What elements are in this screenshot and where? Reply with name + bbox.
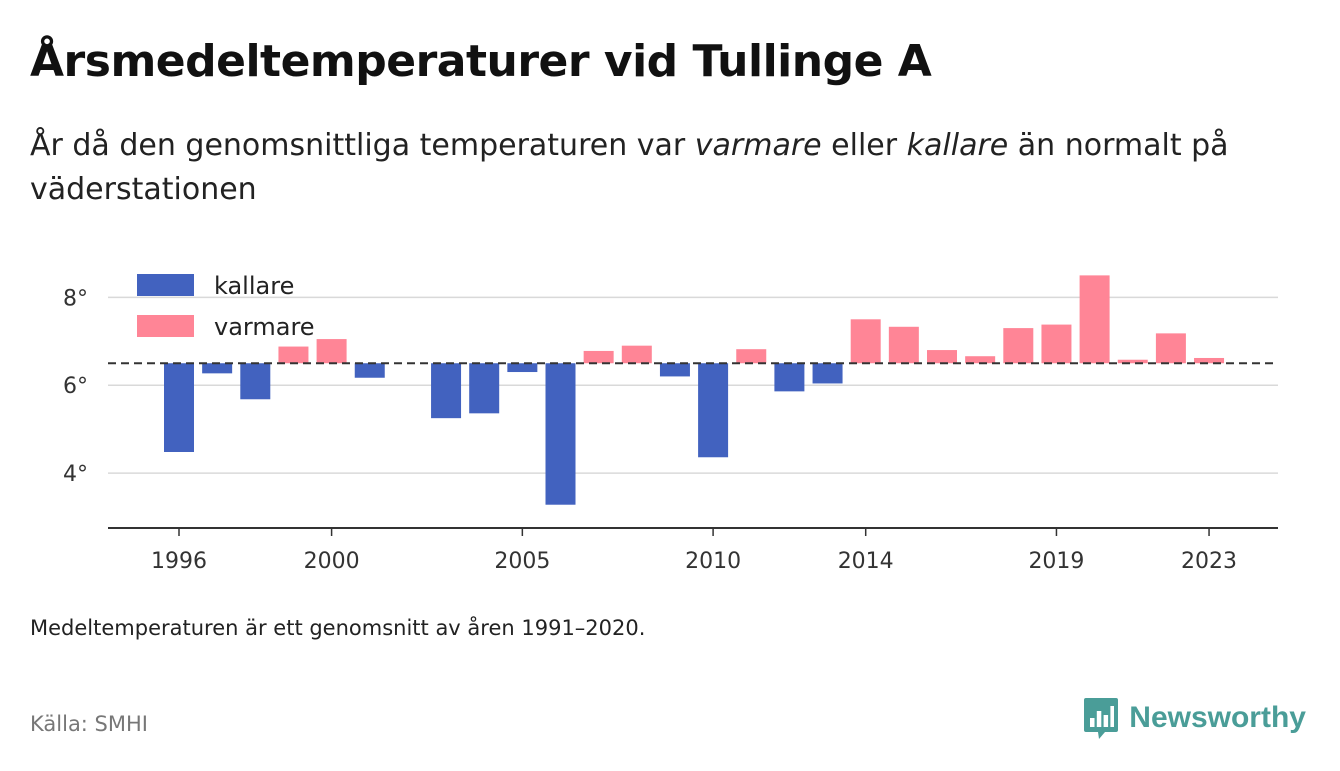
chart-note: Medeltemperaturen är ett genomsnitt av å…	[30, 616, 646, 640]
legend-label-varmare: varmare	[214, 313, 315, 341]
subtitle-part1: År då den genomsnittliga temperaturen va…	[30, 128, 695, 163]
bar-1997	[202, 363, 233, 374]
subtitle-cold-word: kallare	[906, 128, 1009, 163]
legend: kallare varmare	[137, 272, 315, 341]
chart-title: Årsmedeltemperaturer vid Tullinge A	[30, 36, 932, 87]
bar-2019	[1041, 324, 1072, 364]
bar-2020	[1079, 275, 1110, 364]
y-tick-label: 4°	[63, 462, 88, 487]
bar-2022	[1155, 333, 1186, 364]
legend-swatch-kallare	[137, 274, 194, 296]
bar-2017	[965, 356, 996, 364]
bar-2023	[1194, 357, 1225, 364]
bar-2009	[659, 363, 690, 377]
source-credit: Källa: SMHI	[30, 712, 148, 736]
bar-2011	[736, 349, 767, 364]
legend-label-kallare: kallare	[214, 272, 294, 300]
subtitle-part2: eller	[821, 128, 907, 163]
bar-2006	[545, 363, 576, 505]
bar-2008	[621, 345, 652, 364]
axes: 4° 6° 8° 1996 2000 2005 2010 2014 2019 2023	[63, 286, 1278, 574]
bar-1999	[278, 346, 309, 364]
x-tick-label: 2010	[685, 549, 741, 574]
legend-swatch-varmare	[137, 315, 194, 337]
bar-1998	[240, 363, 271, 400]
subtitle-warm-word: varmare	[694, 128, 822, 163]
bar-2003	[431, 363, 462, 419]
x-tick-label: 2019	[1028, 549, 1084, 574]
y-tick-label: 8°	[63, 286, 88, 311]
bar-2013	[812, 363, 843, 384]
bar-2010	[698, 363, 729, 458]
x-tick-label: 2000	[304, 549, 360, 574]
bar-1996	[164, 363, 194, 452]
bar-2004	[469, 363, 500, 414]
bar-2018	[1003, 328, 1034, 364]
chart-subtitle: År då den genomsnittliga temperaturen va…	[30, 124, 1310, 212]
x-tick-label: 2005	[494, 549, 550, 574]
bar-2016	[927, 350, 957, 364]
bar-2014	[850, 319, 881, 364]
x-tick-label: 2014	[838, 549, 894, 574]
y-tick-label: 6°	[63, 374, 88, 399]
bar-2005	[507, 363, 538, 373]
bar-2021	[1117, 359, 1148, 364]
bar-2007	[583, 350, 614, 364]
subtitle-part3: än normalt på väderstationen	[30, 128, 1229, 207]
x-tick-label: 1996	[151, 549, 207, 574]
bar-2000	[316, 339, 347, 364]
bar-chart-speech-bubble-icon	[1084, 698, 1119, 739]
brand-name: Newsworthy	[1129, 701, 1306, 734]
bar-2001	[354, 363, 385, 378]
bar-2012	[774, 363, 805, 392]
brand-logo: Newsworthy	[1083, 696, 1306, 740]
bar-2015	[888, 326, 919, 364]
bar-chart: 4° 6° 8° 1996 2000 2005 2010 2014 2019 2023 kalla…	[63, 272, 1278, 574]
bars	[164, 275, 1225, 505]
x-tick-label: 2023	[1181, 549, 1237, 574]
